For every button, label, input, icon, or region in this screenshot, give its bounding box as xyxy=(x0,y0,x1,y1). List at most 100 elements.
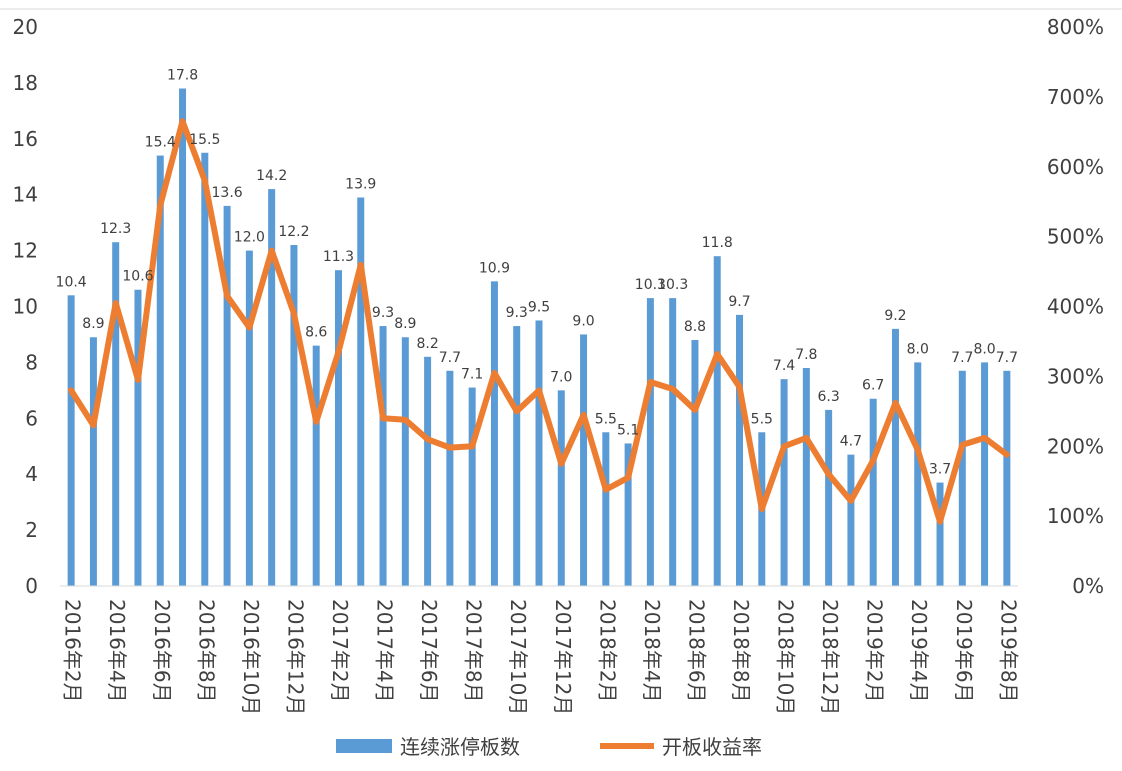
x-tick-label: 2017年8月 xyxy=(462,599,486,703)
bar-series xyxy=(67,88,1011,587)
bar-data-label: 9.5 xyxy=(528,299,550,315)
line-point xyxy=(739,386,741,388)
line-point xyxy=(337,351,339,353)
line-point xyxy=(182,120,184,122)
line-point xyxy=(248,326,250,328)
x-tick-label: 2019年4月 xyxy=(907,599,931,703)
bar-data-label: 11.3 xyxy=(323,249,354,265)
line-point xyxy=(917,449,919,451)
bar-data-label: 8.8 xyxy=(684,319,706,335)
left-axis: 0 2 4 6 8 10 12 14 16 18 20 xyxy=(13,15,38,598)
bar xyxy=(780,379,788,586)
bar xyxy=(201,152,209,586)
line-point xyxy=(159,204,161,206)
bar-data-label: 5.5 xyxy=(751,411,773,427)
x-tick-label: 2019年8月 xyxy=(996,599,1020,703)
bar-data-label: 15.5 xyxy=(189,132,220,148)
line-point xyxy=(70,389,72,391)
bar-data-label: 9.3 xyxy=(506,305,528,321)
bar-data-label: 12.3 xyxy=(100,221,131,237)
bar xyxy=(89,337,97,586)
bar-data-label: 9.3 xyxy=(372,305,394,321)
bar xyxy=(268,189,276,587)
bar-data-label: 5.5 xyxy=(595,411,617,427)
line-point xyxy=(538,389,540,391)
line-point xyxy=(828,473,830,475)
bar-data-label: 6.3 xyxy=(817,389,839,405)
bar-data-label: 8.9 xyxy=(394,316,416,332)
bar-data-label: 7.7 xyxy=(996,350,1018,366)
line-point xyxy=(449,447,451,449)
bar xyxy=(179,88,187,587)
line-point xyxy=(1006,454,1008,456)
bar-data-label: 17.8 xyxy=(167,67,198,83)
legend: 连续涨停板数 开板收益率 xyxy=(336,735,762,759)
bar-data-label: 11.8 xyxy=(702,235,733,251)
line-point xyxy=(961,444,963,446)
x-tick-label: 2017年10月 xyxy=(506,599,530,715)
right-axis: 0% 100% 200% 300% 400% 500% 600% 700% 800% xyxy=(1047,15,1104,598)
bar-data-label: 14.2 xyxy=(256,168,287,184)
bar-data-label: 12.0 xyxy=(234,230,265,246)
left-tick-label: 0 xyxy=(25,574,38,598)
line-point xyxy=(493,372,495,374)
line-point xyxy=(984,437,986,439)
bar xyxy=(312,345,320,586)
bar xyxy=(290,245,298,586)
legend-swatch-bar xyxy=(336,739,392,753)
bar xyxy=(869,398,877,586)
bar xyxy=(468,387,476,586)
bar-data-label: 6.7 xyxy=(862,378,884,394)
left-tick-label: 20 xyxy=(13,15,38,39)
line-point xyxy=(627,477,629,479)
left-tick-label: 16 xyxy=(13,127,38,151)
line-point xyxy=(115,302,117,304)
bar xyxy=(736,314,744,586)
bar xyxy=(245,250,253,586)
x-tick-label: 2017年12月 xyxy=(551,599,575,715)
right-tick-label: 200% xyxy=(1047,434,1104,458)
bar xyxy=(401,337,409,586)
x-tick-label: 2016年4月 xyxy=(105,599,129,703)
bar-data-label: 10.9 xyxy=(479,260,510,276)
line-point xyxy=(672,388,674,390)
bar-data-label: 4.7 xyxy=(840,434,862,450)
x-tick-label: 2016年6月 xyxy=(150,599,174,703)
right-tick-label: 500% xyxy=(1047,225,1104,249)
bar xyxy=(535,320,543,586)
line-point xyxy=(583,414,585,416)
bar xyxy=(223,205,231,586)
bar-data-label: 5.1 xyxy=(617,422,639,438)
line-point xyxy=(716,353,718,355)
bar-data-label: 7.4 xyxy=(773,358,795,374)
bar-data-label: 8.9 xyxy=(82,316,104,332)
left-tick-label: 14 xyxy=(13,183,38,207)
bar-data-label: 10.3 xyxy=(657,277,688,293)
bar xyxy=(424,356,432,586)
right-tick-label: 700% xyxy=(1047,85,1104,109)
bar xyxy=(379,326,387,586)
bar-data-label: 8.6 xyxy=(305,325,327,341)
bar xyxy=(936,482,944,586)
bar-data-label: 3.7 xyxy=(929,462,951,478)
x-tick-label: 2016年2月 xyxy=(61,599,85,703)
x-tick-label: 2017年6月 xyxy=(417,599,441,703)
line-point xyxy=(404,419,406,421)
bar-data-label: 15.4 xyxy=(145,135,176,151)
bar xyxy=(958,370,966,586)
line-point xyxy=(761,508,763,510)
bar-data-label: 9.7 xyxy=(728,294,750,310)
bar-data-label: 7.8 xyxy=(795,347,817,363)
bar xyxy=(981,362,989,586)
right-tick-label: 600% xyxy=(1047,155,1104,179)
line-point xyxy=(382,417,384,419)
line-point xyxy=(850,500,852,502)
x-tick-label: 2016年10月 xyxy=(239,599,263,715)
line-point xyxy=(471,445,473,447)
bar xyxy=(446,370,454,586)
bar-data-label: 7.7 xyxy=(951,350,973,366)
line-point xyxy=(92,424,94,426)
bar xyxy=(557,390,565,586)
legend-label-bar: 连续涨停板数 xyxy=(400,735,520,759)
